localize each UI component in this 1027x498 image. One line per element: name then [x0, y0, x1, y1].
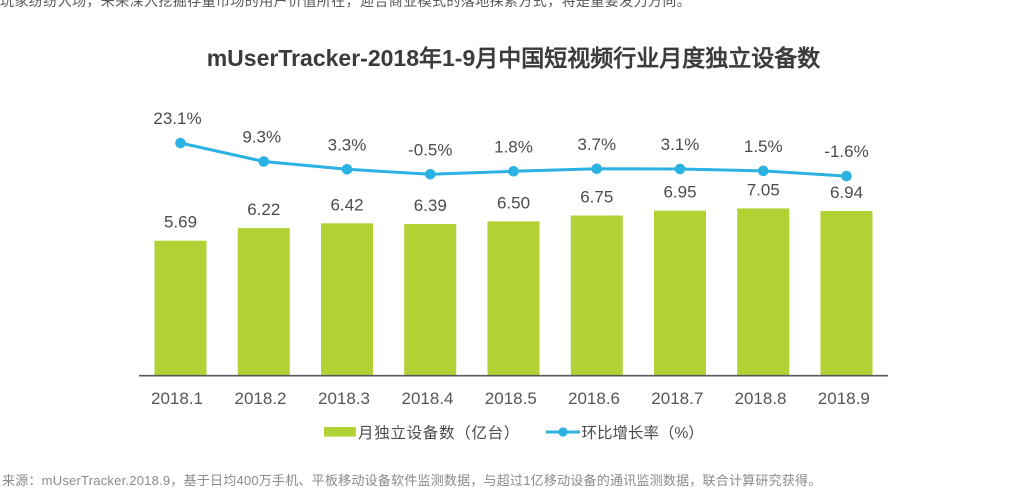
svg-text:2018.6: 2018.6 [568, 389, 620, 408]
svg-text:2018.7: 2018.7 [651, 389, 703, 408]
svg-text:6.95: 6.95 [663, 183, 696, 202]
svg-text:-0.5%: -0.5% [408, 140, 452, 159]
svg-text:9.3%: 9.3% [242, 128, 281, 147]
svg-text:2018.4: 2018.4 [402, 389, 454, 408]
svg-text:2018.5: 2018.5 [485, 389, 537, 408]
svg-text:6.42: 6.42 [330, 195, 363, 214]
svg-text:6.22: 6.22 [247, 200, 280, 219]
svg-text:6.50: 6.50 [497, 193, 530, 212]
svg-text:5.69: 5.69 [164, 213, 197, 232]
svg-text:3.1%: 3.1% [661, 135, 700, 154]
svg-text:6.75: 6.75 [580, 188, 613, 207]
svg-text:23.1%: 23.1% [153, 109, 201, 128]
svg-text:-1.6%: -1.6% [824, 142, 868, 161]
svg-text:2018.3: 2018.3 [318, 389, 370, 408]
svg-text:3.7%: 3.7% [577, 135, 616, 154]
svg-text:6.39: 6.39 [414, 196, 447, 215]
svg-text:2018.8: 2018.8 [735, 389, 787, 408]
svg-text:7.05: 7.05 [747, 180, 780, 199]
svg-text:1.5%: 1.5% [744, 137, 783, 156]
svg-text:2018.9: 2018.9 [818, 389, 870, 408]
svg-text:月独立设备数（亿台）: 月独立设备数（亿台） [358, 424, 520, 442]
svg-text:3.3%: 3.3% [328, 135, 367, 154]
svg-text:2018.1: 2018.1 [151, 389, 203, 408]
svg-text:2018.2: 2018.2 [235, 389, 287, 408]
svg-text:6.94: 6.94 [830, 183, 863, 202]
svg-text:1.8%: 1.8% [494, 137, 533, 156]
svg-text:环比增长率（%）: 环比增长率（%） [582, 424, 704, 442]
